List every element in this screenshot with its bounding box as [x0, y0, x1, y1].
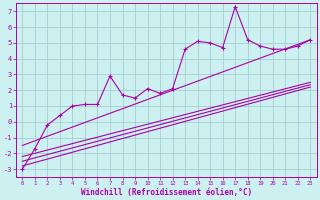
X-axis label: Windchill (Refroidissement éolien,°C): Windchill (Refroidissement éolien,°C) — [81, 188, 252, 197]
